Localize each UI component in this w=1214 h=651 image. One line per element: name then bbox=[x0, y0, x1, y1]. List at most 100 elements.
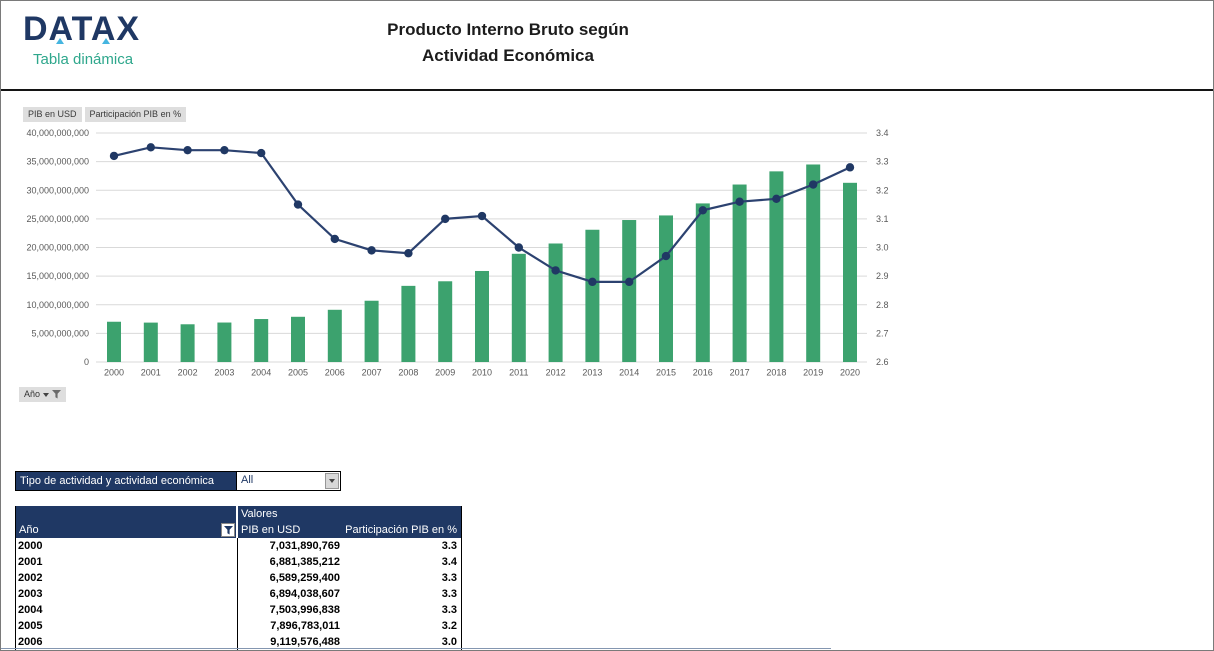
left-axis-label: 5,000,000,000 bbox=[31, 328, 89, 338]
cell-pib: 6,589,259,400 bbox=[269, 572, 340, 584]
line-point-2016 bbox=[698, 206, 707, 215]
table-row: 2004 7,503,996,838 3.3 bbox=[16, 602, 461, 618]
x-axis-label: 2001 bbox=[141, 368, 161, 378]
line-point-2012 bbox=[551, 266, 560, 275]
activity-filter: Tipo de actividad y actividad económica … bbox=[15, 471, 341, 491]
line-point-2009 bbox=[441, 214, 450, 224]
left-axis-label: 15,000,000,000 bbox=[26, 271, 89, 281]
line-point-2011 bbox=[514, 243, 523, 252]
filter-funnel-icon bbox=[223, 525, 233, 535]
cell-pib: 7,896,783,011 bbox=[270, 620, 340, 632]
left-axis-label: 40,000,000,000 bbox=[26, 128, 89, 138]
table-row: 2000 7,031,890,769 3.3 bbox=[16, 538, 461, 554]
pivot-table-body: 2000 7,031,890,769 3.3 2001 6,881,385,212 3.4… bbox=[16, 538, 461, 650]
cell-year: 2003 bbox=[16, 586, 238, 602]
legend-field-participacion[interactable]: Participación PIB en % bbox=[84, 107, 187, 122]
logo-triangle-icon bbox=[102, 38, 110, 44]
bar-2017 bbox=[732, 184, 747, 362]
activity-filter-label: Tipo de actividad y actividad económica bbox=[16, 472, 236, 490]
bar-2016 bbox=[695, 203, 710, 362]
line-point-2000 bbox=[109, 151, 119, 161]
bar-2010 bbox=[475, 270, 489, 362]
bar-2013 bbox=[585, 229, 600, 362]
cell-participacion: 3.2 bbox=[441, 620, 457, 632]
right-axis-label: 2.9 bbox=[876, 271, 889, 281]
left-axis-label: 30,000,000,000 bbox=[26, 185, 89, 195]
bar-2019 bbox=[806, 164, 821, 362]
bar-2000 bbox=[107, 321, 121, 362]
bar-2018 bbox=[769, 171, 784, 362]
pivot-table: Valores Año PIB en USD Participación PIB… bbox=[15, 506, 462, 650]
bar-2012 bbox=[548, 243, 563, 362]
cell-year: 2001 bbox=[16, 554, 238, 570]
legend-field-pib[interactable]: PIB en USD bbox=[23, 107, 82, 122]
left-axis-label: 20,000,000,000 bbox=[26, 243, 89, 253]
x-axis-label: 2008 bbox=[398, 368, 418, 378]
left-axis-label: 10,000,000,000 bbox=[26, 300, 89, 310]
right-axis-label: 2.7 bbox=[876, 328, 889, 338]
cell-year: 2000 bbox=[16, 538, 238, 554]
bar-2006 bbox=[327, 309, 342, 362]
bar-2005 bbox=[291, 316, 305, 362]
bar-2008 bbox=[401, 285, 416, 362]
dropdown-button[interactable] bbox=[325, 473, 339, 489]
bar-2007 bbox=[364, 300, 379, 362]
logo-triangle-icon bbox=[56, 38, 64, 44]
bar-2002 bbox=[180, 324, 195, 362]
cell-year: 2006 bbox=[16, 634, 238, 650]
table-row: 2005 7,896,783,011 3.2 bbox=[16, 618, 461, 634]
right-axis-label: 3.4 bbox=[876, 128, 889, 138]
left-axis-label: 25,000,000,000 bbox=[26, 214, 89, 224]
activity-filter-dropdown[interactable]: All bbox=[236, 472, 340, 490]
header-divider bbox=[1, 89, 1213, 91]
line-point-2005 bbox=[293, 200, 303, 209]
filter-funnel-icon bbox=[52, 390, 62, 399]
x-axis-label: 2015 bbox=[656, 368, 676, 378]
right-axis-label: 2.8 bbox=[876, 300, 889, 310]
right-axis-label: 3.0 bbox=[876, 243, 889, 253]
header-valores: Valores bbox=[241, 508, 278, 520]
cell-pib: 7,031,890,769 bbox=[269, 540, 340, 552]
line-point-2018 bbox=[772, 194, 781, 204]
x-axis-label: 2000 bbox=[104, 368, 124, 378]
logo-subtitle: Tabla dinámica bbox=[33, 51, 134, 68]
cell-participacion: 3.3 bbox=[441, 604, 457, 616]
header-pib: PIB en USD bbox=[241, 524, 301, 536]
x-axis-label: 2012 bbox=[546, 368, 566, 378]
axis-field-button-ano[interactable]: Año bbox=[19, 387, 67, 402]
ano-filter-button[interactable] bbox=[221, 523, 235, 537]
right-axis-label: 3.3 bbox=[876, 157, 889, 167]
right-axis-label: 3.2 bbox=[876, 185, 889, 195]
pivot-table-header: Valores Año PIB en USD Participación PIB… bbox=[16, 506, 461, 538]
pivot-chart: 40,000,000,000 3.4 35,000,000,000 3.3 30,000… bbox=[26, 128, 889, 378]
chevron-down-icon bbox=[329, 479, 335, 483]
line-point-2001 bbox=[146, 143, 155, 152]
line-point-2006 bbox=[330, 234, 339, 244]
cell-participacion: 3.3 bbox=[441, 540, 457, 552]
cell-pib: 6,894,038,607 bbox=[269, 588, 340, 600]
table-row: 2001 6,881,385,212 3.4 bbox=[16, 554, 461, 570]
table-row: 2006 9,119,576,488 3.0 bbox=[16, 634, 461, 650]
x-axis-label: 2019 bbox=[803, 368, 823, 378]
header-empty-cell bbox=[16, 506, 238, 522]
right-axis-label: 3.1 bbox=[876, 214, 889, 224]
x-axis-label: 2007 bbox=[362, 368, 382, 378]
chevron-down-icon bbox=[43, 392, 50, 397]
header-ano-label: Año bbox=[19, 524, 39, 536]
x-axis-label: 2011 bbox=[509, 368, 528, 378]
x-axis-label: 2002 bbox=[178, 368, 198, 378]
line-point-2020 bbox=[845, 163, 855, 172]
cell-participacion: 3.3 bbox=[441, 588, 457, 600]
x-axis-label: 2020 bbox=[840, 368, 860, 378]
right-axis-label: 2.6 bbox=[876, 357, 889, 367]
cell-year: 2002 bbox=[16, 570, 238, 586]
header-participacion: Participación PIB en % bbox=[345, 524, 457, 536]
line-point-2014 bbox=[625, 277, 634, 287]
x-axis-label: 2013 bbox=[582, 368, 602, 378]
line-point-2008 bbox=[404, 249, 413, 258]
datax-logo: DATAX Tabla dinámica bbox=[23, 11, 183, 68]
line-point-2003 bbox=[220, 145, 229, 155]
x-axis-label: 2006 bbox=[325, 368, 345, 378]
bar-2004 bbox=[254, 319, 269, 362]
x-axis-label: 2010 bbox=[472, 368, 492, 378]
